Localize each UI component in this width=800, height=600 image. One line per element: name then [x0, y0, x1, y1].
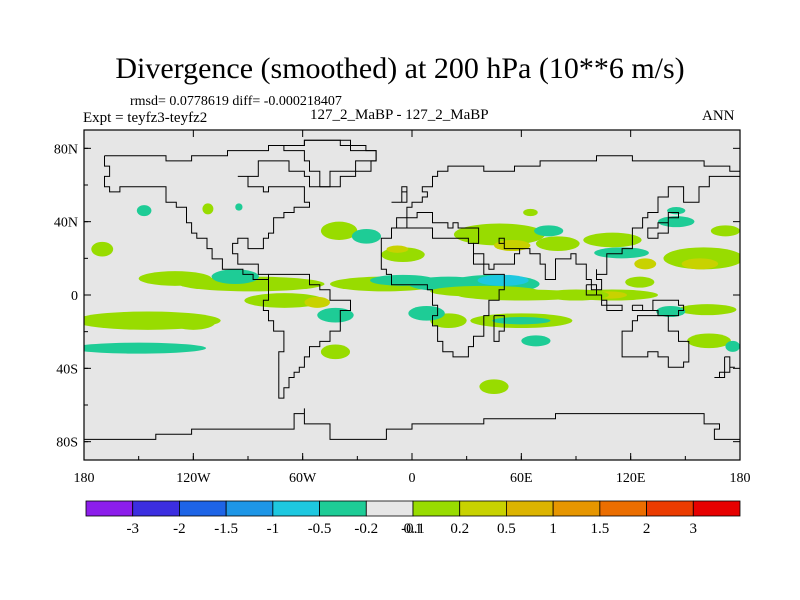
colorbar-swatch [225, 500, 274, 517]
contour-region [534, 225, 564, 237]
season-label: ANN [702, 108, 735, 124]
contour-region [477, 274, 529, 286]
x-tick-label: 60E [510, 471, 533, 486]
case-label: 127_2_MaBP - 127_2_MaBP [310, 107, 489, 123]
coastline [647, 212, 679, 239]
coastline [283, 139, 377, 188]
contour-region [138, 271, 212, 286]
colorbar-label: -3 [126, 521, 139, 537]
colorbar-label: 0.5 [497, 521, 516, 537]
colorbar-label: 1.5 [590, 521, 609, 537]
y-axis: 80N 40N 0 40S 80S [54, 142, 740, 451]
contour-region [386, 245, 409, 253]
contour-region [523, 208, 538, 217]
contour-region [725, 340, 740, 352]
x-tick-label: 60W [289, 471, 317, 486]
contour-region [479, 379, 509, 394]
y-tick-label: 40S [56, 362, 78, 377]
contour-region [91, 241, 114, 257]
contour-region [211, 269, 259, 284]
contour-region [535, 236, 580, 252]
plot-title: Divergence (smoothed) at 200 hPa (10**6 … [115, 52, 685, 85]
colorbar-swatch [599, 500, 647, 517]
colorbar-label: -1 [267, 521, 280, 537]
contour-region [235, 203, 243, 211]
contour-region [202, 203, 214, 215]
x-tick-label: 180 [74, 471, 95, 486]
colorbar-label: -0.5 [308, 521, 332, 537]
contour-region [625, 276, 655, 288]
contour-fill-layer [84, 203, 740, 394]
contour-region [594, 247, 649, 259]
coastline [631, 299, 685, 317]
coastline-layer [84, 139, 740, 440]
coastline [493, 315, 505, 342]
colorbar-swatch [272, 500, 320, 517]
contour-region [244, 293, 325, 308]
y-tick-label: 40N [54, 216, 78, 231]
colorbar-swatch [132, 500, 180, 517]
colorbar-swatch [412, 500, 461, 517]
colorbar-label: -0.2 [354, 521, 378, 537]
contour-region [492, 317, 551, 325]
contour-region [273, 282, 289, 290]
colorbar-label: -1.5 [214, 521, 238, 537]
coastline [391, 186, 408, 203]
x-tick-label: 120E [616, 471, 646, 486]
colorbar-swatch [646, 500, 694, 517]
colorbar-swatch [85, 500, 134, 517]
contour-region [171, 315, 216, 330]
x-tick-label: 180 [730, 471, 751, 486]
contour-region [136, 205, 152, 217]
contour-region [320, 221, 358, 240]
contour-region [84, 342, 207, 354]
colorbar-label: 0.1 [404, 521, 423, 537]
x-tick-label: 120W [176, 471, 211, 486]
contour-region [304, 296, 330, 308]
stats-text: rmsd= 0.0778619 diff= -0.000218407 [130, 94, 342, 109]
contour-region [317, 307, 354, 323]
y-tick-label: 80N [54, 142, 78, 157]
y-tick-label: 80S [56, 436, 78, 451]
contour-region [351, 229, 382, 244]
coastline [714, 356, 735, 378]
contour-region [583, 232, 642, 248]
contour-region [681, 258, 719, 270]
contour-region [634, 258, 657, 270]
x-axis: 180 120W 60W 0 60E 120E 180 [74, 130, 751, 486]
colorbar-swatch [552, 500, 601, 517]
coastline [380, 227, 505, 358]
colorbar-label: 0.2 [450, 521, 469, 537]
coastline [621, 315, 690, 368]
contour-region [408, 306, 445, 321]
colorbar-swatch [319, 500, 367, 517]
experiment-label: Expt = teyfz3-teyfz2 [83, 110, 208, 126]
contour-region [521, 335, 551, 347]
coastline [391, 155, 740, 291]
colorbar-swatch [506, 500, 554, 517]
colorbar-swatch [459, 500, 507, 517]
contour-region [453, 223, 546, 246]
colorbar-label: 2 [643, 521, 651, 537]
coastline [262, 273, 351, 399]
contour-region [543, 289, 609, 301]
colorbar-label: 1 [549, 521, 557, 537]
colorbar-swatch [365, 500, 414, 517]
colorbar-label: 3 [690, 521, 698, 537]
colorbar-swatch [692, 500, 741, 517]
contour-region [687, 333, 731, 349]
x-tick-label: 0 [409, 471, 416, 486]
y-tick-label: 0 [71, 289, 78, 304]
coastline [84, 408, 740, 440]
contour-region [320, 344, 351, 360]
contour-region [678, 304, 737, 316]
colorbar-label: -2 [173, 521, 186, 537]
coastline [585, 284, 623, 311]
contour-region [710, 225, 740, 237]
contour-region [658, 216, 695, 228]
colorbar-label: -0.1 [401, 521, 425, 537]
colorbar-swatch [179, 500, 227, 517]
